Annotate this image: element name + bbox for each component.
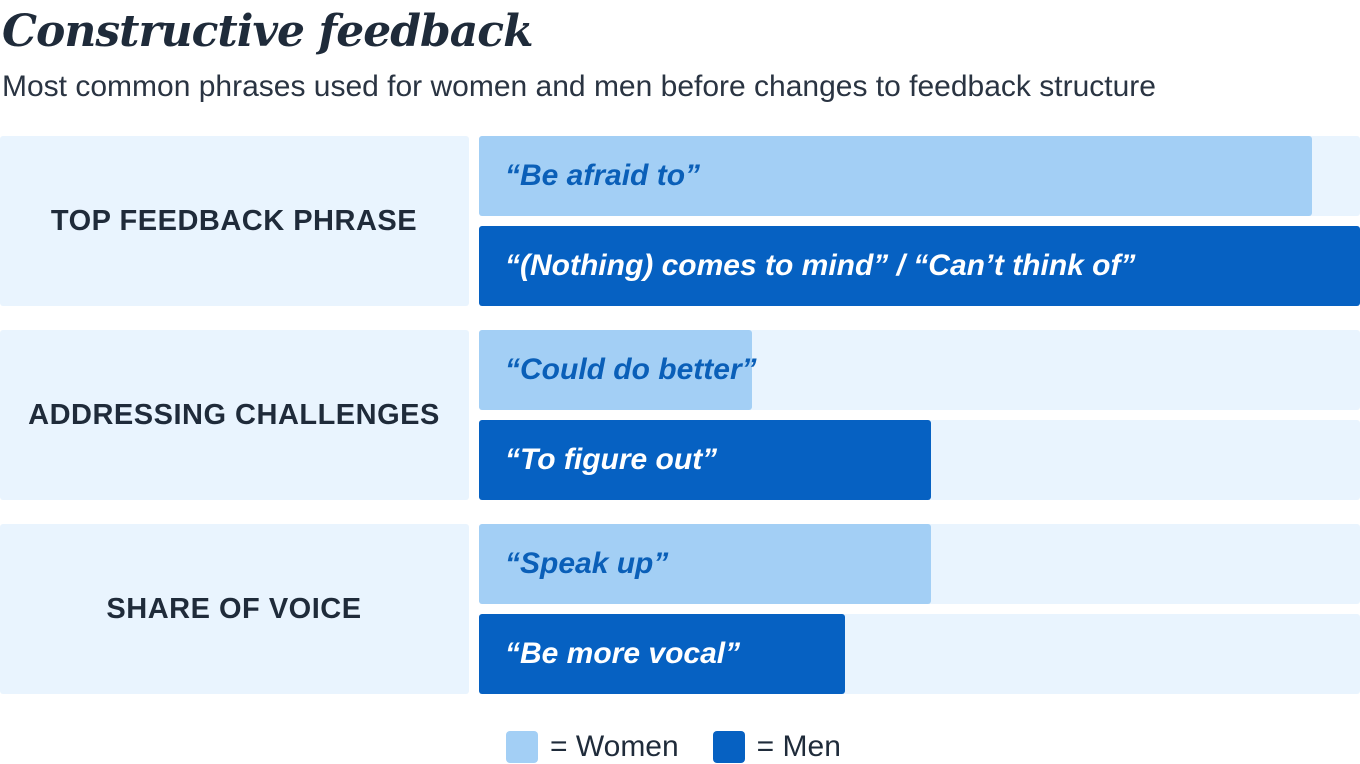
chart-title: Constructive feedback: [2, 6, 534, 57]
bar-label: “Be afraid to”: [505, 159, 701, 192]
chart-subtitle: Most common phrases used for women and m…: [2, 70, 1156, 103]
group-label: TOP FEEDBACK PHRASE: [50, 204, 418, 237]
legend: = Women = Men: [506, 730, 875, 764]
group-panel: [0, 524, 469, 694]
bar-men: [479, 226, 1360, 306]
bar-women: [479, 136, 1312, 216]
legend-label-men: = Men: [756, 730, 841, 763]
group-panel: [0, 136, 469, 306]
bar-men: [479, 420, 931, 500]
bar-label: “(Nothing) comes to mind” / “Can’t think…: [505, 249, 1136, 282]
bar-men: [479, 614, 845, 694]
bar-women: [479, 330, 752, 410]
bar-label: “To figure out”: [505, 443, 718, 476]
legend-swatch-men: [712, 731, 745, 763]
bar-women: [479, 524, 931, 604]
group-label: ADDRESSING CHALLENGES: [28, 398, 440, 431]
bar-label: “Could do better”: [505, 353, 757, 386]
legend-item-women: = Women: [506, 730, 679, 764]
bar-label: “Be more vocal”: [505, 637, 741, 670]
group-label: SHARE OF VOICE: [106, 592, 362, 625]
legend-label-women: = Women: [550, 730, 679, 763]
legend-swatch-women: [506, 731, 538, 763]
legend-item-men: = Men: [712, 730, 841, 764]
bar-label: “Speak up”: [505, 547, 669, 580]
group-panel: [0, 330, 469, 500]
